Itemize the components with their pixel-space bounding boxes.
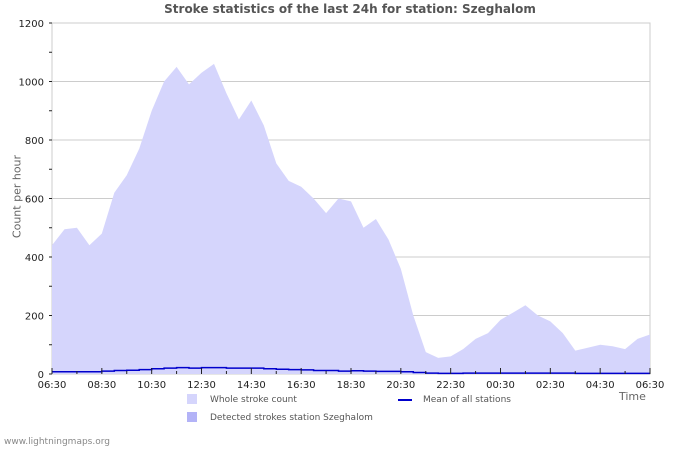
svg-text:18:30: 18:30 bbox=[337, 380, 366, 391]
legend-whole: Whole stroke count bbox=[210, 395, 297, 405]
footer-link[interactable]: www.lightningmaps.org bbox=[4, 437, 110, 447]
whole-stroke-area bbox=[52, 63, 650, 375]
svg-text:1200: 1200 bbox=[19, 19, 44, 30]
svg-text:06:30: 06:30 bbox=[636, 380, 665, 391]
svg-text:200: 200 bbox=[25, 312, 44, 323]
axes: 0 200 400 600 800 1000 1200 06:30 08:30 10:30 12:3… bbox=[19, 19, 665, 391]
svg-text:14:30: 14:30 bbox=[237, 380, 266, 391]
chart-title: Stroke statistics of the last 24h for st… bbox=[164, 2, 536, 16]
y-axis-label: Count per hour bbox=[10, 154, 24, 239]
svg-text:600: 600 bbox=[25, 195, 44, 206]
legend-mean: Mean of all stations bbox=[423, 395, 511, 405]
whole-swatch bbox=[187, 394, 197, 404]
svg-text:22:30: 22:30 bbox=[436, 380, 465, 391]
svg-text:16:30: 16:30 bbox=[287, 380, 316, 391]
svg-text:08:30: 08:30 bbox=[87, 380, 116, 391]
svg-text:00:30: 00:30 bbox=[486, 380, 515, 391]
svg-text:20:30: 20:30 bbox=[386, 380, 415, 391]
svg-text:400: 400 bbox=[25, 253, 44, 264]
svg-text:1000: 1000 bbox=[19, 78, 44, 89]
svg-text:02:30: 02:30 bbox=[536, 380, 565, 391]
legend-detected: Detected strokes station Szeghalom bbox=[210, 413, 373, 423]
svg-text:04:30: 04:30 bbox=[586, 380, 615, 391]
svg-text:0: 0 bbox=[38, 370, 44, 381]
svg-text:10:30: 10:30 bbox=[137, 380, 166, 391]
svg-text:800: 800 bbox=[25, 136, 44, 147]
svg-text:06:30: 06:30 bbox=[38, 380, 67, 391]
detected-swatch bbox=[187, 412, 197, 422]
mean-swatch bbox=[398, 399, 412, 401]
x-axis-label: Time bbox=[619, 390, 646, 403]
svg-text:12:30: 12:30 bbox=[187, 380, 216, 391]
